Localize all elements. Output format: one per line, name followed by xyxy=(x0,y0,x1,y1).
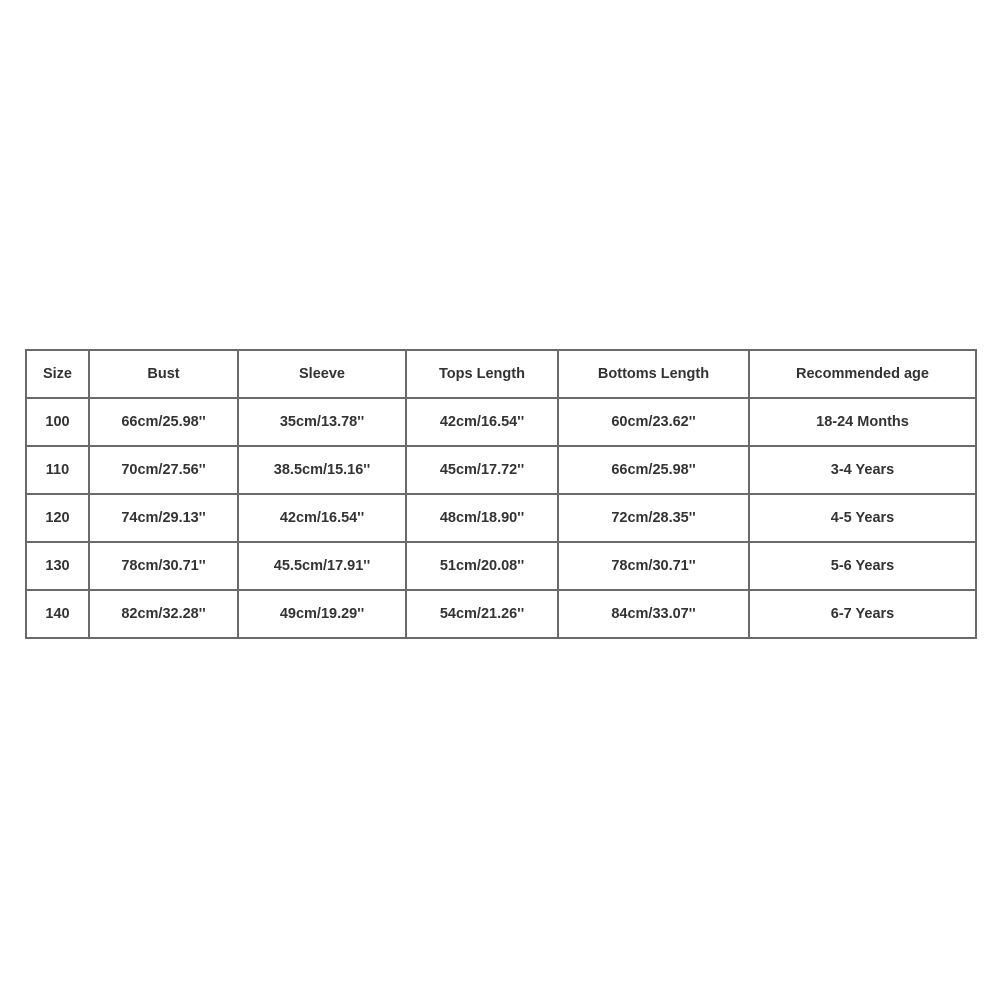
table-cell: 100 xyxy=(25,397,90,447)
column-header: Size xyxy=(25,349,90,399)
table-cell: 82cm/32.28'' xyxy=(88,589,239,639)
table-cell: 84cm/33.07'' xyxy=(557,589,750,639)
table-cell: 60cm/23.62'' xyxy=(557,397,750,447)
table-cell: 110 xyxy=(25,445,90,495)
table-cell: 35cm/13.78'' xyxy=(237,397,407,447)
table-cell: 54cm/21.26'' xyxy=(405,589,559,639)
header-row: Size Bust Sleeve Tops Length Bottoms Length R… xyxy=(25,349,977,399)
size-chart-table: Size Bust Sleeve Tops Length Bottoms Length R… xyxy=(25,349,977,639)
table-cell: 38.5cm/15.16'' xyxy=(237,445,407,495)
table-row: 110 70cm/27.56'' 38.5cm/15.16'' 45cm/17.72'… xyxy=(25,445,977,495)
table-cell: 78cm/30.71'' xyxy=(88,541,239,591)
table-row: 140 82cm/32.28'' 49cm/19.29'' 54cm/21.26'' 8… xyxy=(25,589,977,639)
table-cell: 45cm/17.72'' xyxy=(405,445,559,495)
table-cell: 74cm/29.13'' xyxy=(88,493,239,543)
table-cell: 70cm/27.56'' xyxy=(88,445,239,495)
table-cell: 42cm/16.54'' xyxy=(237,493,407,543)
table-cell: 49cm/19.29'' xyxy=(237,589,407,639)
table-cell: 130 xyxy=(25,541,90,591)
table-cell: 120 xyxy=(25,493,90,543)
column-header: Recommended age xyxy=(748,349,977,399)
table-cell: 78cm/30.71'' xyxy=(557,541,750,591)
column-header: Sleeve xyxy=(237,349,407,399)
table-cell: 6-7 Years xyxy=(748,589,977,639)
table-cell: 51cm/20.08'' xyxy=(405,541,559,591)
table-cell: 72cm/28.35'' xyxy=(557,493,750,543)
table-row: 130 78cm/30.71'' 45.5cm/17.91'' 51cm/20.08'… xyxy=(25,541,977,591)
column-header: Bottoms Length xyxy=(557,349,750,399)
table-row: 100 66cm/25.98'' 35cm/13.78'' 42cm/16.54'' 6… xyxy=(25,397,977,447)
column-header: Tops Length xyxy=(405,349,559,399)
table-cell: 45.5cm/17.91'' xyxy=(237,541,407,591)
table-cell: 140 xyxy=(25,589,90,639)
column-header: Bust xyxy=(88,349,239,399)
table-cell: 4-5 Years xyxy=(748,493,977,543)
table-cell: 5-6 Years xyxy=(748,541,977,591)
table-cell: 66cm/25.98'' xyxy=(557,445,750,495)
table-cell: 66cm/25.98'' xyxy=(88,397,239,447)
table-cell: 3-4 Years xyxy=(748,445,977,495)
table-cell: 48cm/18.90'' xyxy=(405,493,559,543)
table-cell: 42cm/16.54'' xyxy=(405,397,559,447)
table-row: 120 74cm/29.13'' 42cm/16.54'' 48cm/18.90'' 7… xyxy=(25,493,977,543)
table-cell: 18-24 Months xyxy=(748,397,977,447)
